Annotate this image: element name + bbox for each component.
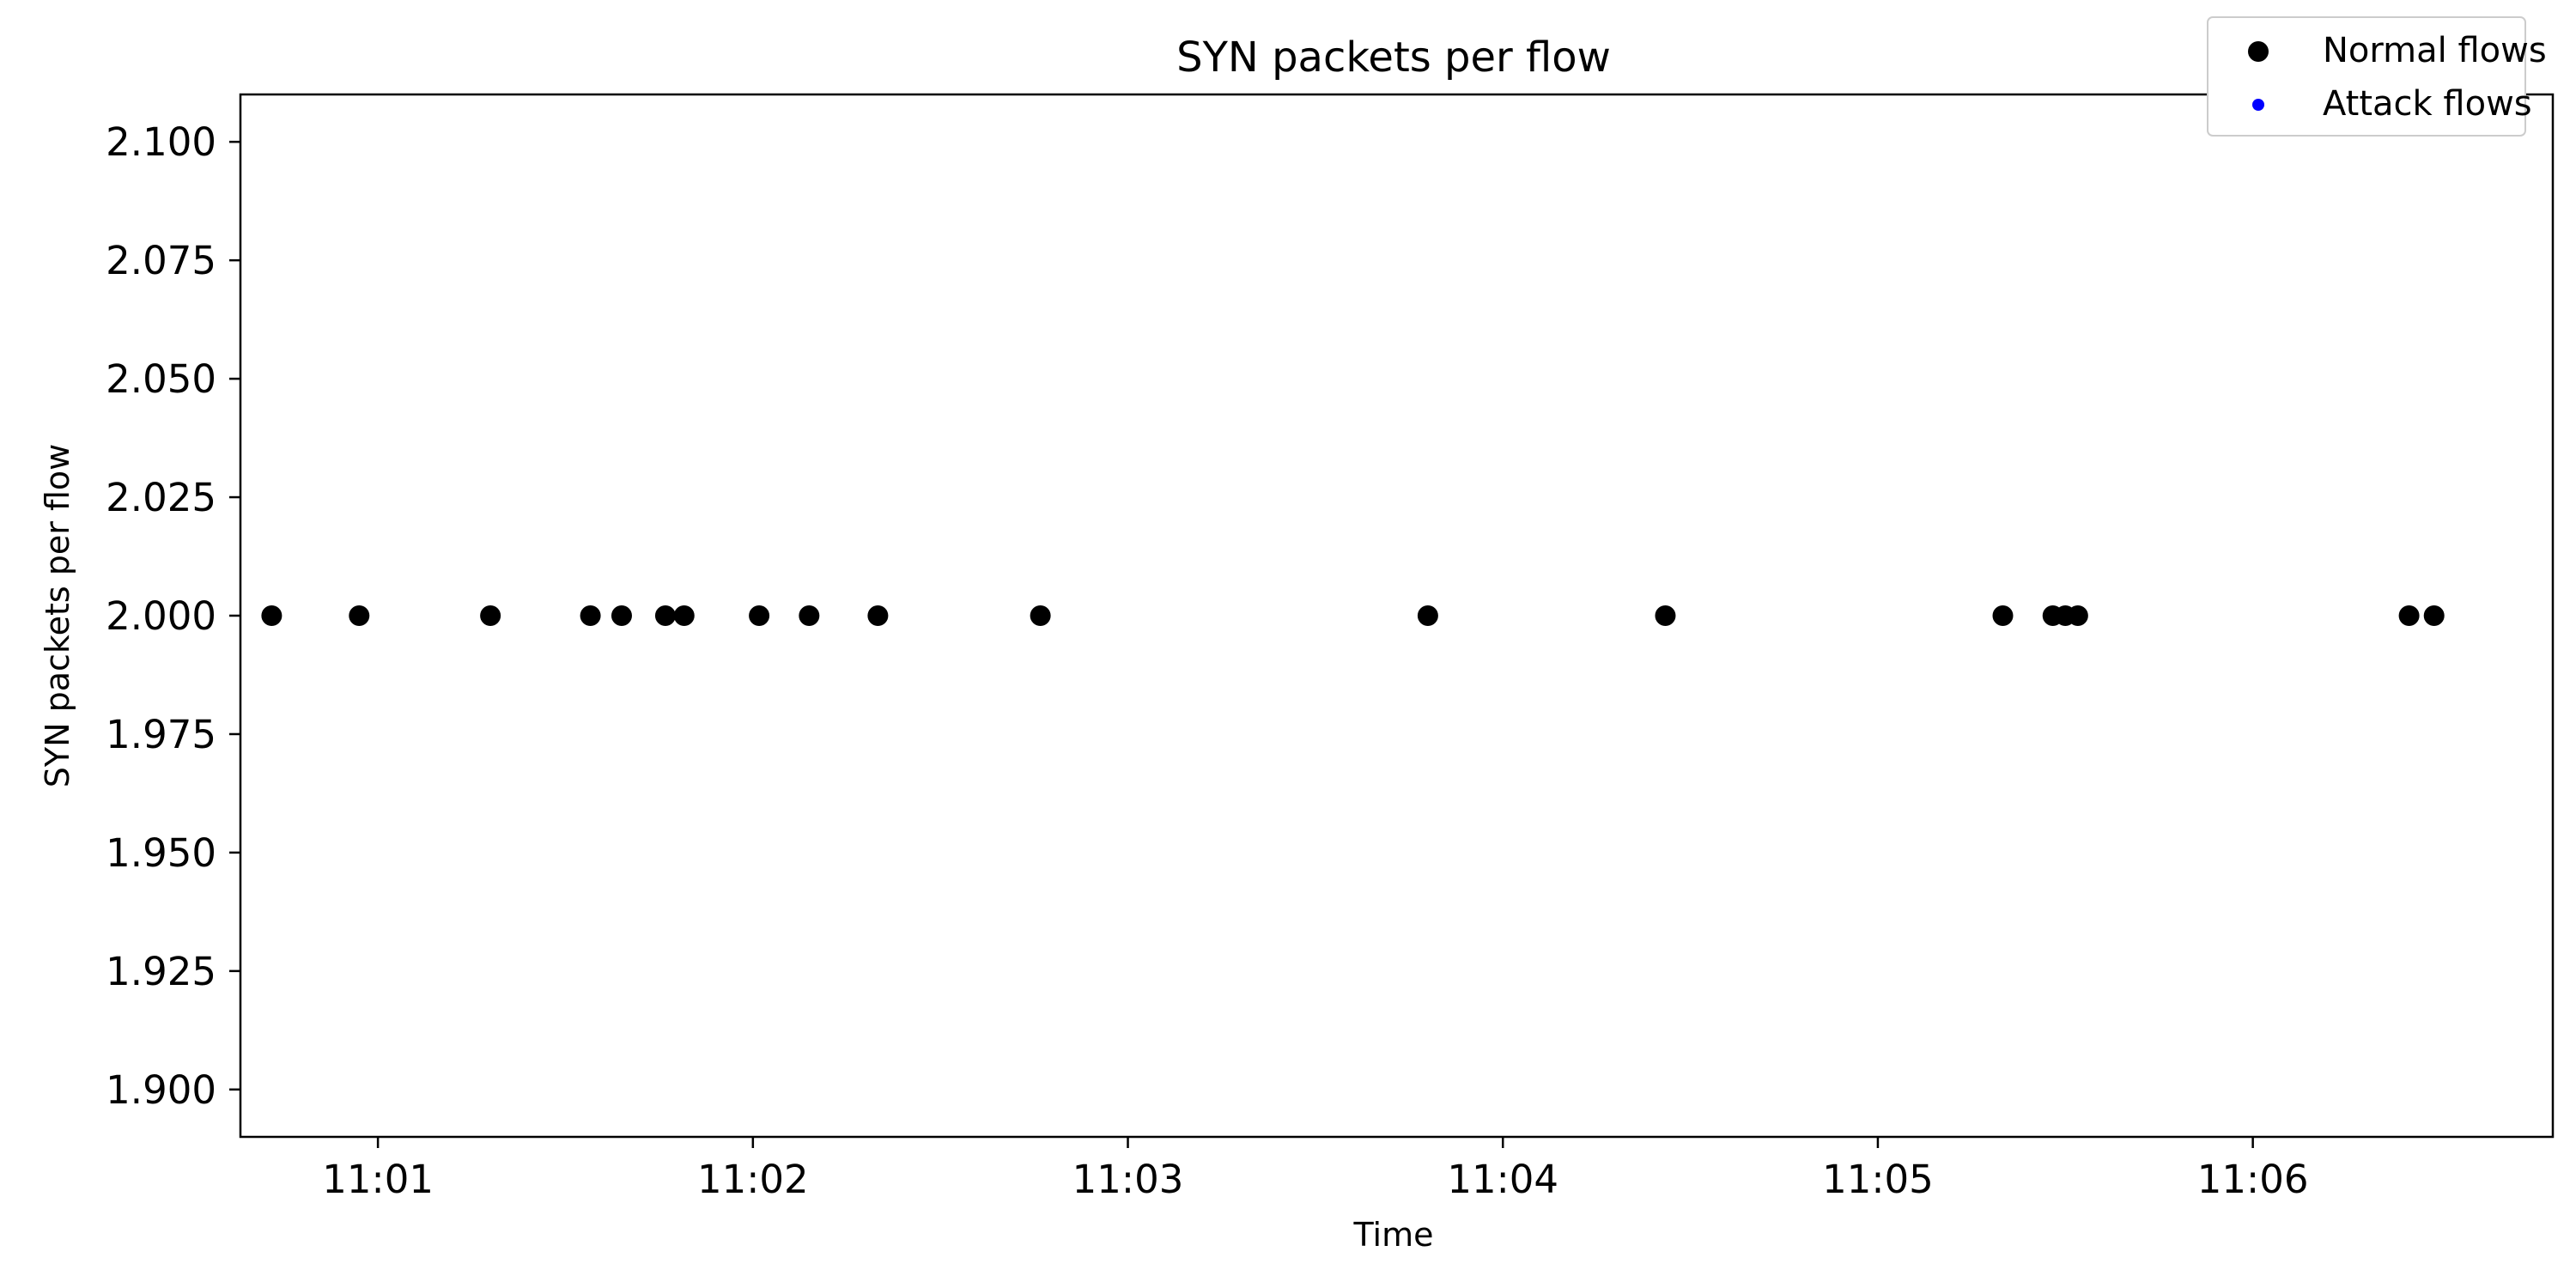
y-tick-label: 2.050 bbox=[106, 356, 216, 402]
x-tick-label: 11:05 bbox=[1822, 1157, 1934, 1202]
legend-box bbox=[2207, 16, 2526, 137]
y-tick-label: 1.900 bbox=[106, 1067, 216, 1113]
data-point bbox=[1655, 605, 1676, 626]
data-point bbox=[749, 605, 770, 626]
x-tick-label: 11:02 bbox=[697, 1157, 809, 1202]
x-tick-label: 11:01 bbox=[322, 1157, 434, 1202]
y-tick-label: 2.075 bbox=[106, 238, 216, 283]
data-point bbox=[799, 605, 820, 626]
legend-label-normal: Normal flows bbox=[2323, 31, 2547, 70]
data-point bbox=[867, 605, 889, 626]
legend-marker-normal bbox=[2248, 41, 2269, 62]
data-point bbox=[1417, 605, 1438, 626]
legend: Normal flows Attack flows bbox=[2207, 16, 2547, 137]
y-axis-label: SYN packets per flow bbox=[39, 444, 76, 787]
data-point bbox=[2067, 605, 2088, 626]
y-axis: 1.900 1.925 1.950 1.975 2.000 2.025 2.050 2.075… bbox=[106, 119, 240, 1113]
data-point bbox=[673, 605, 695, 626]
x-tick-label: 11:06 bbox=[2197, 1157, 2309, 1202]
x-tick-label: 11:03 bbox=[1072, 1157, 1184, 1202]
data-point bbox=[2398, 605, 2420, 626]
x-axis: 11:01 11:02 11:03 11:04 11:05 11:06 bbox=[322, 1137, 2308, 1202]
y-tick-label: 1.950 bbox=[106, 830, 216, 876]
x-axis-label: Time bbox=[1353, 1216, 1434, 1254]
data-point bbox=[611, 605, 632, 626]
y-tick-label: 1.975 bbox=[106, 712, 216, 757]
legend-label-attack: Attack flows bbox=[2323, 84, 2532, 124]
x-tick-label: 11:04 bbox=[1447, 1157, 1558, 1202]
y-tick-label: 1.925 bbox=[106, 949, 216, 994]
data-point bbox=[2423, 605, 2445, 626]
y-tick-label: 2.100 bbox=[106, 119, 216, 165]
data-point bbox=[261, 605, 283, 626]
y-tick-label: 2.025 bbox=[106, 475, 216, 520]
data-points bbox=[261, 605, 2445, 626]
legend-marker-attack bbox=[2252, 99, 2264, 111]
data-point bbox=[1992, 605, 2014, 626]
y-tick-label: 2.000 bbox=[106, 593, 216, 639]
data-point bbox=[1030, 605, 1051, 626]
data-point bbox=[480, 605, 501, 626]
chart-title: SYN packets per flow bbox=[1176, 33, 1611, 82]
data-point bbox=[349, 605, 370, 626]
data-point bbox=[654, 605, 676, 626]
data-point bbox=[580, 605, 601, 626]
